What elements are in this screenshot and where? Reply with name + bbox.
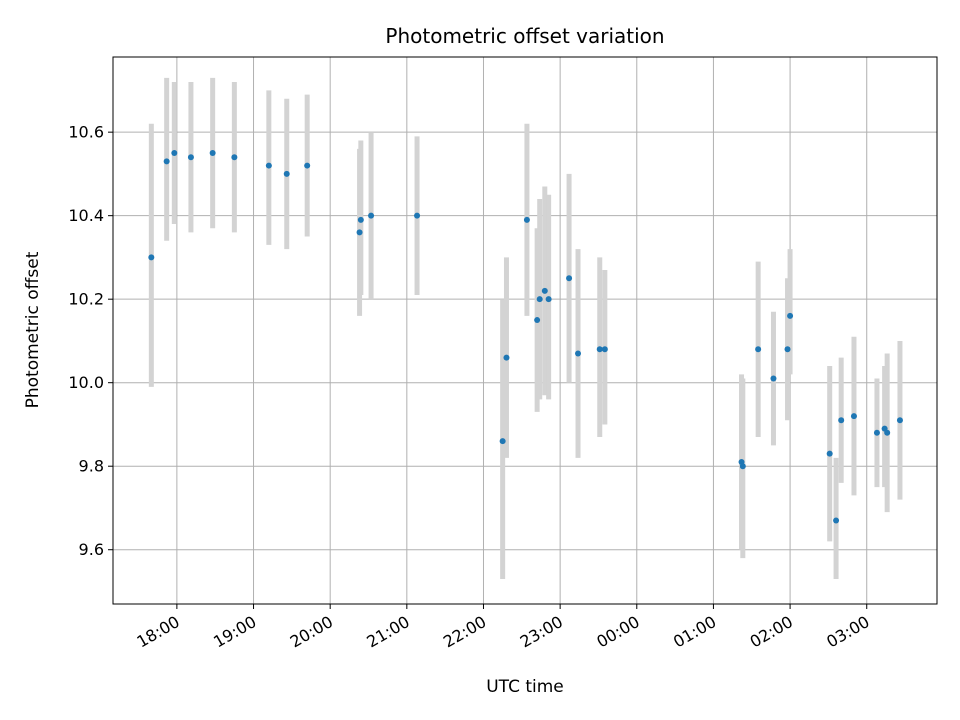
data-point — [357, 216, 364, 223]
y-tick-label: 10.6 — [68, 123, 104, 142]
data-point — [414, 212, 421, 219]
data-point — [575, 350, 582, 357]
data-point — [545, 296, 552, 303]
data-point — [601, 346, 608, 353]
y-tick-label: 10.2 — [68, 290, 104, 309]
data-point — [171, 150, 178, 157]
data-point — [896, 417, 903, 424]
data-point — [541, 287, 548, 294]
y-axis-ticks: 9.6 9.8 10.0 10.2 10.4 10.6 — [68, 123, 113, 559]
data-point — [838, 417, 845, 424]
data-point — [755, 346, 762, 353]
data-point — [873, 429, 880, 436]
data-point — [499, 438, 506, 445]
data-point — [534, 317, 541, 324]
plot-frame — [112, 56, 938, 605]
y-axis-title: Photometric offset — [23, 251, 43, 408]
data-point — [536, 296, 543, 303]
data-point — [884, 429, 891, 436]
data-point — [739, 463, 746, 470]
data-point — [304, 162, 311, 169]
data-point — [148, 254, 155, 261]
data-point — [787, 312, 794, 319]
y-tick-label: 10.4 — [68, 206, 104, 225]
y-tick-label: 9.6 — [79, 540, 104, 559]
data-point — [784, 346, 791, 353]
data-point — [368, 212, 375, 219]
data-point — [850, 413, 857, 420]
data-point — [523, 216, 530, 223]
data-point — [566, 275, 573, 282]
data-point — [356, 229, 363, 236]
data-point — [283, 170, 290, 177]
data-point — [265, 162, 272, 169]
data-point — [163, 158, 170, 165]
y-tick-label: 9.8 — [79, 457, 104, 476]
data-point — [503, 354, 510, 361]
data-point — [826, 450, 833, 457]
data-point — [770, 375, 777, 382]
y-tick-label: 10.0 — [68, 373, 104, 392]
data-point — [187, 154, 194, 161]
data-points — [148, 150, 903, 524]
data-point — [596, 346, 603, 353]
data-point — [209, 150, 216, 157]
chart-title: Photometric offset variation — [385, 24, 664, 48]
x-axis-title: UTC time — [486, 677, 564, 697]
data-point — [833, 517, 840, 524]
data-point — [231, 154, 238, 161]
